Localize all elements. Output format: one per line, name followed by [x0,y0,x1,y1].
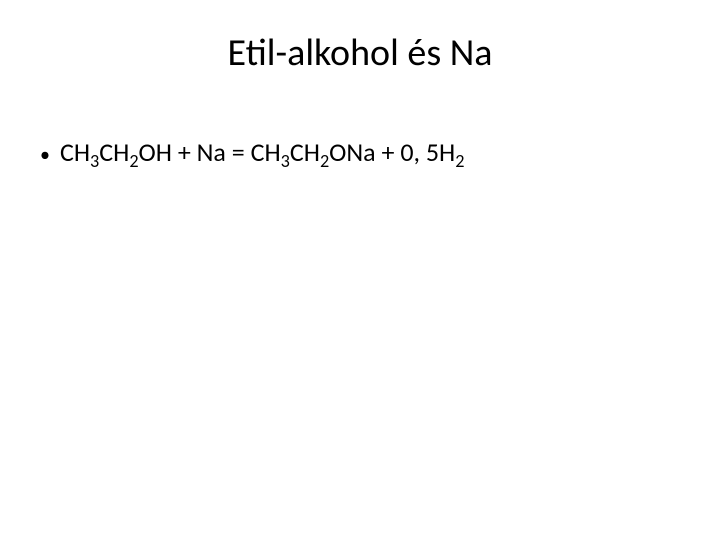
formula-subscript: 2 [129,150,138,172]
bullet-item: • CH3CH2OH + Na = CH3CH2ONa + 0, 5H2 [40,136,690,168]
formula-text: OH + Na = CH [139,136,281,168]
formula-text: CH [60,136,90,168]
formula-subscript: 2 [320,150,329,172]
formula-subscript: 3 [281,150,290,172]
formula-text: CH [99,136,129,168]
formula-text: ONa + 0, 5H [329,136,455,168]
formula-text: CH [290,136,320,168]
chemical-formula: CH3CH2OH + Na = CH3CH2ONa + 0, 5H2 [60,136,464,168]
slide-container: Etil-alkohol és Na • CH3CH2OH + Na = CH3… [0,0,720,540]
bullet-marker: • [40,143,50,167]
formula-subscript: 3 [90,150,99,172]
formula-subscript: 2 [455,150,464,172]
slide-title: Etil-alkohol és Na [30,30,690,76]
